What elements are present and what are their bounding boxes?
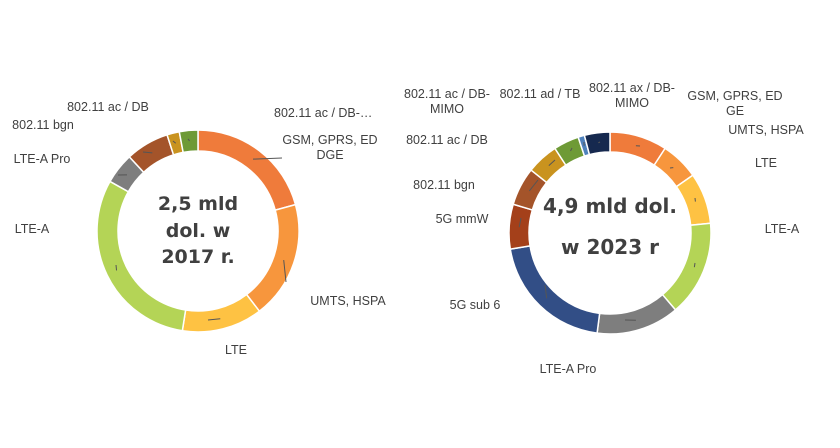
slice-label: LTE-A bbox=[15, 222, 50, 236]
leader-line bbox=[598, 141, 601, 144]
center-text-line-1: 4,9 mld dol. bbox=[543, 194, 677, 218]
leader-line bbox=[172, 140, 177, 144]
slice-label: 802.11 bgn bbox=[12, 118, 74, 132]
slice-label: 802.11 ac / DB bbox=[406, 133, 488, 147]
slice-label: LTE bbox=[225, 343, 247, 357]
donut-slice bbox=[661, 222, 712, 311]
slice-label: 802.11 ac / DB-MIMO bbox=[404, 87, 490, 116]
center-text-line-2: dol. w bbox=[166, 220, 231, 242]
slice-label: LTE-A Pro bbox=[14, 152, 71, 166]
leader-line bbox=[187, 138, 190, 142]
leader-line bbox=[693, 262, 696, 268]
leader-line bbox=[142, 151, 153, 154]
donut-chart-2023: 4,9 mld dol. w 2023 r GSM, GPRS, ED GE UMT… bbox=[404, 81, 804, 376]
leader-line bbox=[207, 318, 221, 321]
slice-label: LTE-A bbox=[765, 222, 800, 236]
donut-slice bbox=[509, 245, 601, 335]
leader-line bbox=[283, 259, 287, 283]
donut-slice bbox=[181, 293, 261, 333]
slice-label: 802.11 ad / TB bbox=[500, 87, 581, 101]
donut-slice bbox=[245, 203, 300, 313]
donut-slice bbox=[675, 174, 712, 227]
leader-line bbox=[548, 159, 556, 167]
slice-label: 802.11 ax / DB-MIMO bbox=[589, 81, 675, 110]
slice-label: GSM, GPRS, ED DGE bbox=[282, 133, 377, 162]
donut-slice bbox=[508, 203, 534, 250]
slice-label: 802.11 bgn bbox=[413, 178, 475, 192]
leader-line bbox=[570, 147, 573, 152]
leader-line bbox=[544, 284, 548, 299]
center-text-line-1: 2,5 mld bbox=[158, 193, 238, 215]
donut-chart-2017: 2,5 mld dol. w 2017 r. GSM, GPRS, ED DGE U… bbox=[12, 100, 386, 357]
center-text-line-2: w 2023 r bbox=[561, 235, 659, 259]
donut-slice bbox=[596, 293, 677, 335]
donut-slice bbox=[178, 129, 199, 154]
slice-label: 802.11 ac / DB-… bbox=[274, 106, 372, 120]
slice-label: 5G mmW bbox=[436, 212, 489, 226]
leader-line bbox=[252, 157, 283, 160]
slice-label: LTE bbox=[755, 156, 777, 170]
slice-label: 802.11 ac / DB bbox=[67, 100, 149, 114]
slice-label: UMTS, HSPA bbox=[310, 294, 386, 308]
center-text-line-3: 2017 r. bbox=[161, 246, 234, 268]
slice-label: GSM, GPRS, ED GE bbox=[687, 89, 782, 118]
donut-slice bbox=[583, 131, 611, 156]
leader-line bbox=[518, 217, 522, 228]
leader-line bbox=[115, 264, 118, 271]
slice-label: LTE-A Pro bbox=[540, 362, 597, 376]
slice-label: UMTS, HSPA bbox=[728, 123, 804, 137]
leader-line bbox=[528, 179, 539, 192]
slice-label: 5G sub 6 bbox=[450, 298, 501, 312]
